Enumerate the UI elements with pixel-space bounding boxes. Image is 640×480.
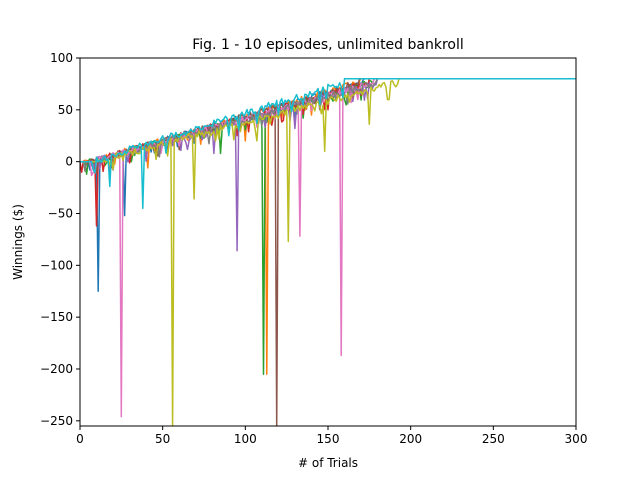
y-tick-label: −250 <box>40 414 73 428</box>
x-tick-label: 50 <box>155 432 170 446</box>
y-axis-ticks: 100 50 0 −50 −100 −150 −200 −250 <box>40 51 80 428</box>
y-tick-label: −50 <box>48 206 73 220</box>
x-tick-label: 300 <box>565 432 588 446</box>
x-tick-label: 100 <box>234 432 257 446</box>
y-tick-label: −100 <box>40 258 73 272</box>
x-tick-label: 150 <box>317 432 340 446</box>
y-tick-label: 50 <box>58 103 73 117</box>
x-tick-label: 200 <box>399 432 422 446</box>
series-line-10 <box>80 77 576 210</box>
y-tick-label: 100 <box>50 51 73 65</box>
y-tick-label: 0 <box>65 155 73 169</box>
plot-area <box>80 58 576 426</box>
x-tick-label: 250 <box>482 432 505 446</box>
x-tick-label: 0 <box>76 432 84 446</box>
y-axis-label: Winnings ($) <box>11 204 25 280</box>
x-axis-ticks: 0 50 100 150 200 250 300 <box>76 426 587 446</box>
y-tick-label: −150 <box>40 310 73 324</box>
chart-title: Fig. 1 - 10 episodes, unlimited bankroll <box>192 37 464 53</box>
y-tick-label: −200 <box>40 362 73 376</box>
series-layer <box>80 77 576 426</box>
x-axis-label: # of Trials <box>298 456 358 470</box>
